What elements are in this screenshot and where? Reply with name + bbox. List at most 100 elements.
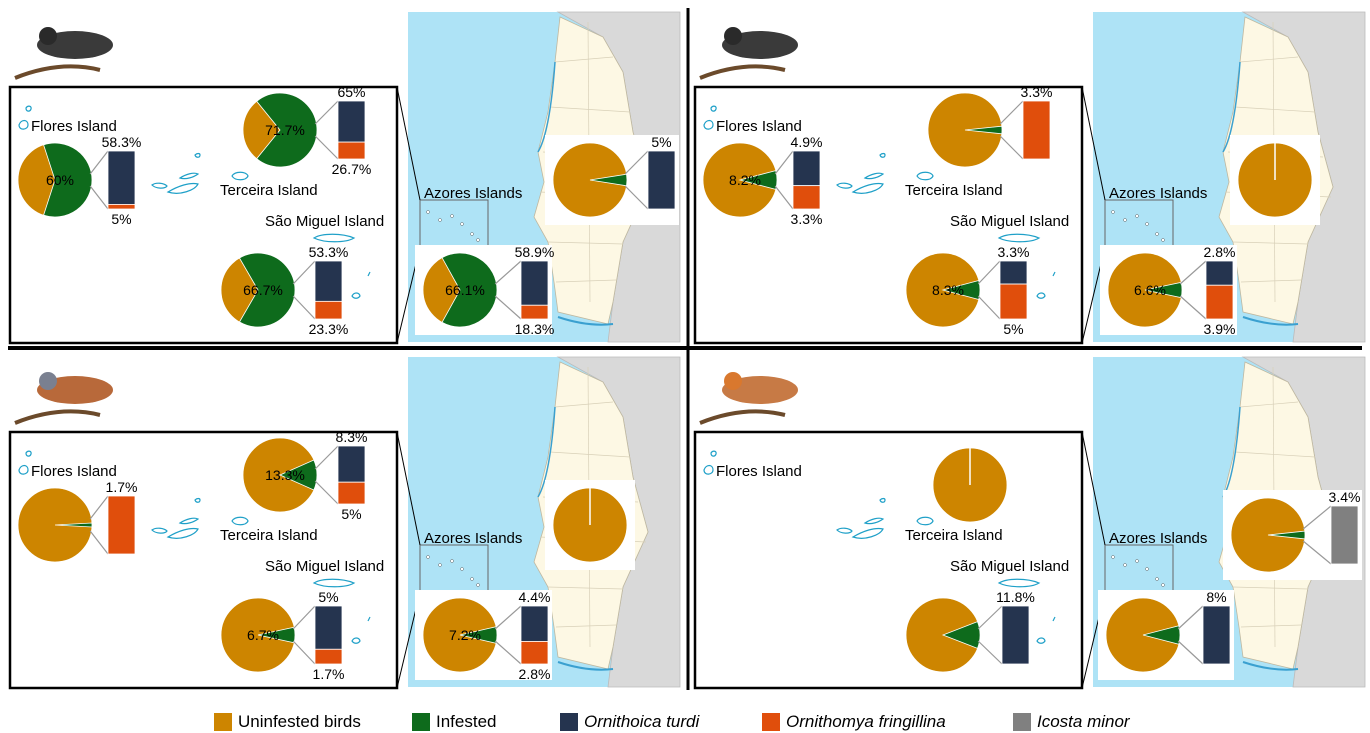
chart-terceira-island-connector-bottom	[999, 135, 1024, 160]
district-boundary	[1240, 279, 1302, 283]
label-azores: Azores Islands	[1109, 185, 1207, 202]
west-coastline	[537, 406, 556, 498]
corvo-island-shape	[710, 105, 717, 112]
chart-azores-islands-bar-ornithomya	[520, 641, 549, 665]
formigas-islet-shape	[367, 271, 371, 277]
warbler-icon-head	[724, 27, 742, 45]
corvo-island-shape	[25, 105, 32, 112]
chart-flores-island-bar-label-ornithomya: 1.7%	[106, 479, 138, 495]
azores-dot	[1135, 214, 1139, 218]
sao-miguel-island-shape	[312, 578, 356, 588]
chart-flores-island-connector-top	[89, 495, 109, 520]
chart-s-o-miguel-island-connector-top	[977, 605, 1003, 630]
chart-s-o-miguel-island-bar-label-ornithomya: 23.3%	[309, 321, 349, 337]
legend-item-infested: Infested	[412, 712, 497, 732]
azores-dot	[438, 563, 442, 567]
graciosa-island-shape	[879, 152, 886, 158]
robin-icon-head	[724, 372, 742, 390]
faial-island-shape	[151, 182, 168, 189]
south-coastline	[557, 661, 614, 671]
legend-item-ornithomya: Ornithomya fringillina	[762, 712, 946, 732]
chart-azores-islands-bar-label-ornithoica: 8%	[1206, 589, 1226, 605]
chart-azores-islands-pie-label: 6.6%	[1134, 282, 1166, 298]
graciosa-island-shape	[194, 152, 201, 158]
azores-dot	[450, 214, 454, 218]
chaffinch-icon-head	[39, 372, 57, 390]
chart-s-o-miguel-island-pie-label: 8.3%	[932, 282, 964, 298]
district-boundary	[554, 56, 614, 63]
chart-flores-island-infested-slice	[738, 170, 778, 190]
legend-swatch-uninfested	[214, 713, 232, 731]
label-flores: Flores Island	[31, 463, 117, 480]
terceira-island-shape	[231, 516, 249, 526]
figure-canvas: Flores Island Terceira Island São Miguel I…	[8, 8, 1366, 690]
legend-item-ornithoica: Ornithoica turdi	[560, 712, 699, 732]
terceira-island-shape	[916, 516, 934, 526]
blackbird-icon-head	[39, 27, 57, 45]
chart-terceira-island-infested-slice	[256, 92, 318, 168]
chart-s-o-miguel-island-bar-label-ornithoica: 3.3%	[998, 244, 1030, 260]
chart-flores-island-bar-ornithomya	[792, 185, 821, 210]
south-coastline	[1242, 316, 1299, 326]
chart-terceira-island-connector-top	[999, 100, 1024, 125]
chart-s-o-miguel-island-connector-bottom	[292, 295, 316, 320]
azores-dot	[1155, 577, 1159, 581]
panel-bottom-left: Flores Island Terceira Island São Miguel I…	[8, 356, 681, 690]
chart-flores-island-bar-label-ornithomya: 3.3%	[791, 211, 823, 227]
chart-flores-island-bar-ornithomya	[107, 204, 136, 210]
chart-s-o-miguel-island-bar-ornithomya	[314, 648, 343, 665]
sao-jorge-island-shape	[863, 517, 885, 525]
chart-s-o-miguel-island-connector-top	[292, 260, 316, 285]
legend-label-uninfested: Uninfested birds	[238, 712, 361, 731]
faial-island-shape	[151, 527, 168, 534]
chart-flores-island-infested-slice	[43, 142, 93, 218]
chart-flores-island-bar-ornithoica	[792, 150, 821, 187]
chart-azores-islands-bar-label-ornithomya: 18.3%	[515, 321, 555, 337]
inset-frame	[8, 430, 399, 690]
chart-flores-island-connector-top	[774, 150, 794, 175]
label-flores: Flores Island	[716, 463, 802, 480]
faial-island-shape	[836, 527, 853, 534]
chart-terceira-island-bar-ornithoica	[337, 445, 366, 483]
chart-s-o-miguel-island-bar-ornithoica	[314, 605, 343, 650]
azores-dot	[1145, 222, 1149, 226]
formigas-islet-shape	[1052, 616, 1056, 622]
azores-dot	[1123, 563, 1127, 567]
corvo-island-shape	[25, 450, 32, 457]
chart-azores-islands-infested-slice	[441, 252, 498, 328]
chart-terceira-island-connector-top	[314, 445, 339, 470]
chart-terceira-island-bar-ornithoica	[337, 100, 366, 143]
chart-azores-islands-bar-ornithoica	[1202, 605, 1231, 665]
azores-dot	[438, 218, 442, 222]
district-boundary	[549, 106, 631, 113]
chart-mainland-connector-top	[624, 150, 649, 175]
district-boundary	[1240, 624, 1302, 628]
chart-azores-islands-connector-bottom	[1179, 295, 1207, 320]
chart-azores-islands-bar-ornithoica	[520, 605, 549, 642]
chart-azores-islands-connector-bottom	[494, 295, 522, 320]
chart-s-o-miguel-island-bar-ornithomya	[999, 283, 1028, 320]
chart-flores-island-bar-label-ornithomya: 5%	[111, 211, 131, 227]
sao-jorge-island-shape	[178, 517, 200, 525]
south-coastline	[1242, 661, 1299, 671]
label-sao-miguel: São Miguel Island	[265, 558, 384, 575]
chart-s-o-miguel-island-connector-bottom	[977, 640, 1003, 665]
legend-label-infested: Infested	[436, 712, 497, 731]
chart-terceira-island-bar-label-ornithoica: 65%	[337, 84, 365, 100]
district-boundary	[1232, 586, 1309, 590]
chart-flores-island-bar-ornithomya	[107, 495, 136, 555]
west-coastline	[537, 61, 556, 153]
chart-azores-islands-bar-ornithoica	[1205, 260, 1234, 286]
chart-flores-island-connector-bottom	[89, 530, 109, 555]
chart-terceira-island-connector-bottom	[314, 135, 339, 160]
azores-dot	[1161, 238, 1165, 242]
legend-label-ornithoica: Ornithoica turdi	[584, 712, 700, 731]
chart-s-o-miguel-island-bar-ornithoica	[1001, 605, 1030, 665]
chart-mainland-infested-slice	[589, 173, 628, 187]
zoom-line-top	[396, 431, 421, 546]
chart-s-o-miguel-island-infested-slice	[238, 252, 296, 328]
chart-azores-islands-connector-top	[1177, 605, 1204, 630]
santa-maria-island-shape	[351, 637, 361, 644]
chart-azores-islands-pie-label: 7.2%	[449, 627, 481, 643]
chart-s-o-miguel-island-bar-label-ornithoica: 11.8%	[996, 589, 1035, 605]
